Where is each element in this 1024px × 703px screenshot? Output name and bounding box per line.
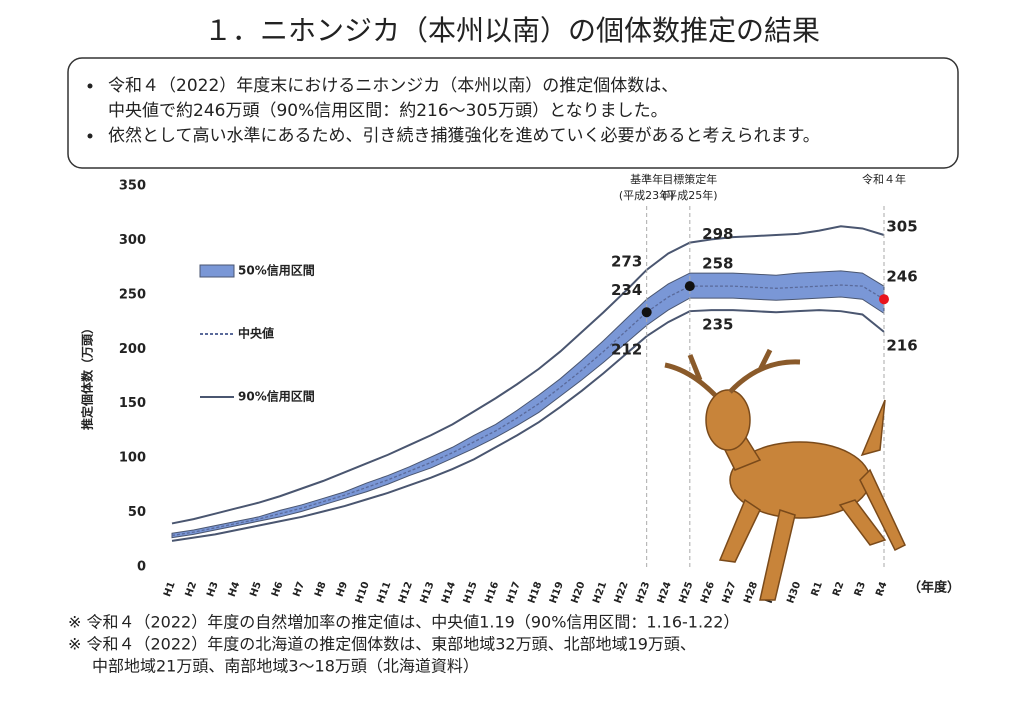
x-tick-label: H3 — [205, 580, 221, 598]
x-tick-label: H6 — [270, 580, 286, 598]
summary-text: 中央値で約246万頭（90%信用区間：約216～305万頭）となりました。 — [108, 101, 668, 121]
x-tick-label: H7 — [292, 580, 308, 598]
x-tick-label: H5 — [248, 580, 264, 598]
x-tick-label: H22 — [613, 580, 631, 605]
slide-title: １．ニホンジカ（本州以南）の個体数推定の結果 — [204, 14, 820, 47]
x-tick-label: H23 — [634, 580, 652, 605]
data-label: 212 — [611, 341, 642, 359]
y-tick-label: 200 — [119, 342, 146, 357]
legend-label: 中央値 — [238, 326, 274, 341]
legend-label: 50%信用区間 — [238, 263, 315, 278]
x-tick-label: H1 — [162, 580, 178, 598]
x-tick-label: H14 — [440, 580, 458, 605]
x-tick-label: H16 — [483, 580, 501, 605]
x-tick-label: H19 — [548, 580, 566, 605]
x-tick-label: H25 — [677, 580, 695, 605]
x-tick-label: H21 — [591, 580, 609, 605]
summary-box — [67, 57, 959, 169]
data-label: 298 — [702, 225, 733, 243]
x-tick-label: H30 — [785, 580, 803, 605]
y-tick-label: 250 — [119, 287, 146, 302]
footnote: 中部地域21万頭、南部地域3～18万頭（北海道資料） — [92, 657, 479, 676]
x-tick-label: H13 — [419, 580, 437, 605]
deer-illustration — [664, 348, 906, 601]
x-tick-label: H4 — [227, 580, 243, 598]
x-axis-title: （年度） — [908, 580, 960, 596]
data-label: 216 — [886, 336, 917, 354]
y-tick-label: 50 — [128, 505, 146, 520]
x-tick-label: H28 — [742, 580, 760, 605]
y-tick-label: 350 — [119, 179, 146, 194]
data-label: 235 — [702, 316, 733, 334]
y-tick-label: 100 — [119, 451, 146, 466]
x-tick-label: H26 — [699, 580, 717, 605]
y-tick-label: 150 — [119, 396, 146, 411]
data-label: 246 — [886, 268, 917, 286]
data-label: 234 — [611, 281, 642, 299]
data-label: 258 — [702, 255, 733, 273]
footnote: ※ 令和４（2022）年度の自然増加率の推定値は、中央値1.19（90%信用区間… — [68, 613, 739, 632]
x-tick-label: H9 — [335, 580, 351, 598]
reference-label: (平成25年) — [662, 188, 718, 202]
reference-label: 令和４年 — [862, 172, 906, 186]
data-label: 305 — [886, 217, 917, 235]
x-tick-label: H20 — [570, 580, 588, 605]
footnotes: ※ 令和４（2022）年度の自然増加率の推定値は、中央値1.19（90%信用区間… — [68, 613, 739, 676]
y-axis-title: 推定個体数（万頭） — [80, 322, 95, 430]
x-tick-label: H10 — [354, 580, 372, 605]
x-tick-label: H17 — [505, 580, 523, 605]
x-tick-label: H18 — [526, 580, 544, 605]
x-tick-label: R3 — [853, 580, 868, 598]
line — [171, 284, 885, 537]
median-marker — [641, 307, 652, 318]
x-tick-label: R4 — [874, 580, 889, 598]
x-tick-label: H12 — [397, 580, 415, 605]
y-tick-label: 0 — [137, 560, 146, 575]
footnote: ※ 令和４（2022）年度の北海道の推定個体数は、東部地域32万頭、北部地域19… — [68, 635, 696, 654]
x-tick-label: R1 — [810, 580, 825, 598]
x-tick-label: H2 — [184, 580, 200, 598]
median-marker — [879, 294, 889, 305]
bullet — [87, 83, 93, 89]
summary-text: 令和４（2022）年度末におけるニホンジカ（本州以南）の推定個体数は、 — [108, 76, 678, 96]
line — [171, 309, 885, 542]
reference-label: (平成23年) — [619, 188, 675, 202]
x-tick-label: H24 — [656, 580, 674, 605]
x-tick-label: H27 — [721, 580, 739, 605]
x-tick-label: H8 — [313, 580, 329, 598]
summary-text: 依然として高い水準にあるため、引き続き捕獲強化を進めていく必要があると考えられま… — [108, 126, 820, 146]
reference-label: 目標策定年 — [662, 172, 717, 186]
median-marker — [684, 281, 695, 292]
reference-label: 基準年 — [630, 172, 663, 186]
legend-swatch — [199, 264, 235, 278]
x-tick-label: R2 — [831, 580, 846, 598]
legend-label: 90%信用区間 — [238, 389, 315, 404]
line — [171, 225, 885, 525]
bullet — [87, 133, 93, 139]
x-tick-label: H11 — [375, 580, 393, 605]
y-tick-label: 300 — [119, 233, 146, 248]
x-tick-label: H15 — [462, 580, 480, 605]
summary: 令和４（2022）年度末におけるニホンジカ（本州以南）の推定個体数は、中央値で約… — [87, 76, 820, 146]
data-label: 273 — [611, 252, 642, 270]
